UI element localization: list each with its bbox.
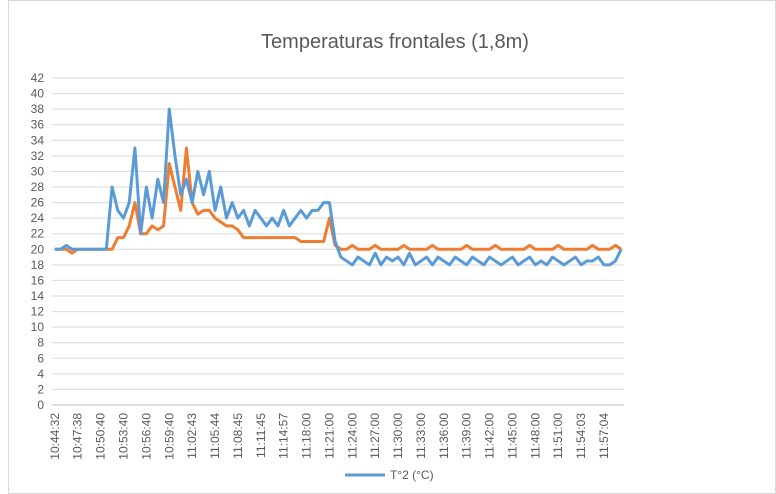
x-tick-label: 11:02:43 [185, 413, 199, 459]
x-tick-label: 11:48:00 [528, 413, 542, 459]
y-tick-label: 28 [31, 180, 45, 194]
x-tick-label: 11:39:00 [460, 413, 474, 459]
x-tick-label: 11:33:00 [414, 413, 428, 459]
x-tick-label: 11:18:00 [300, 413, 314, 459]
x-tick-label: 11:54:03 [574, 413, 588, 459]
y-tick-label: 20 [31, 242, 45, 256]
y-tick-label: 22 [31, 227, 45, 241]
x-tick-label: 11:42:00 [483, 413, 497, 459]
x-tick-label: 11:05:44 [208, 413, 222, 459]
y-tick-label: 26 [31, 196, 45, 210]
y-tick-label: 42 [31, 71, 45, 85]
x-tick-label: 10:53:40 [117, 413, 131, 460]
y-tick-label: 4 [37, 367, 44, 381]
series-line [54, 107, 623, 267]
x-tick-label: 11:51:00 [551, 413, 565, 459]
y-tick-label: 32 [31, 149, 45, 163]
y-tick-label: 24 [31, 211, 45, 225]
y-tick-label: 12 [31, 305, 45, 319]
x-tick-label: 11:57:04 [597, 413, 611, 459]
legend-label: T°2 (°C) [390, 468, 434, 482]
y-tick-label: 14 [31, 289, 45, 303]
x-tick-label: 10:47:38 [71, 413, 85, 460]
y-tick-label: 2 [37, 382, 44, 396]
x-tick-label: 10:59:40 [162, 413, 176, 460]
y-tick-label: 36 [31, 118, 45, 132]
x-tick-label: 11:24:00 [345, 413, 359, 459]
y-tick-label: 30 [31, 164, 45, 178]
y-tick-label: 8 [37, 336, 44, 350]
y-tick-label: 38 [31, 102, 45, 116]
x-tick-label: 10:50:40 [94, 413, 108, 460]
y-tick-label: 40 [31, 87, 45, 101]
x-tick-label: 11:21:00 [322, 413, 336, 459]
x-tick-label: 11:14:57 [277, 413, 291, 459]
x-tick-label: 11:27:00 [368, 413, 382, 459]
y-tick-label: 34 [31, 133, 45, 147]
x-tick-label: 11:08:45 [231, 413, 245, 459]
x-tick-label: 11:36:00 [437, 413, 451, 459]
x-tick-label: 10:44:32 [48, 413, 62, 460]
x-tick-label: 10:56:40 [139, 413, 153, 460]
y-tick-label: 0 [37, 398, 44, 412]
x-tick-label: 11:30:00 [391, 413, 405, 459]
y-tick-label: 6 [37, 351, 44, 365]
x-tick-label: 11:45:00 [505, 413, 519, 459]
x-tick-label: 11:11:45 [254, 413, 268, 458]
y-tick-label: 18 [31, 258, 45, 272]
chart-title: Temperaturas frontales (1,8m) [261, 31, 529, 53]
y-tick-label: 16 [31, 273, 45, 287]
y-tick-label: 10 [31, 320, 45, 334]
chart-border [8, 0, 776, 494]
